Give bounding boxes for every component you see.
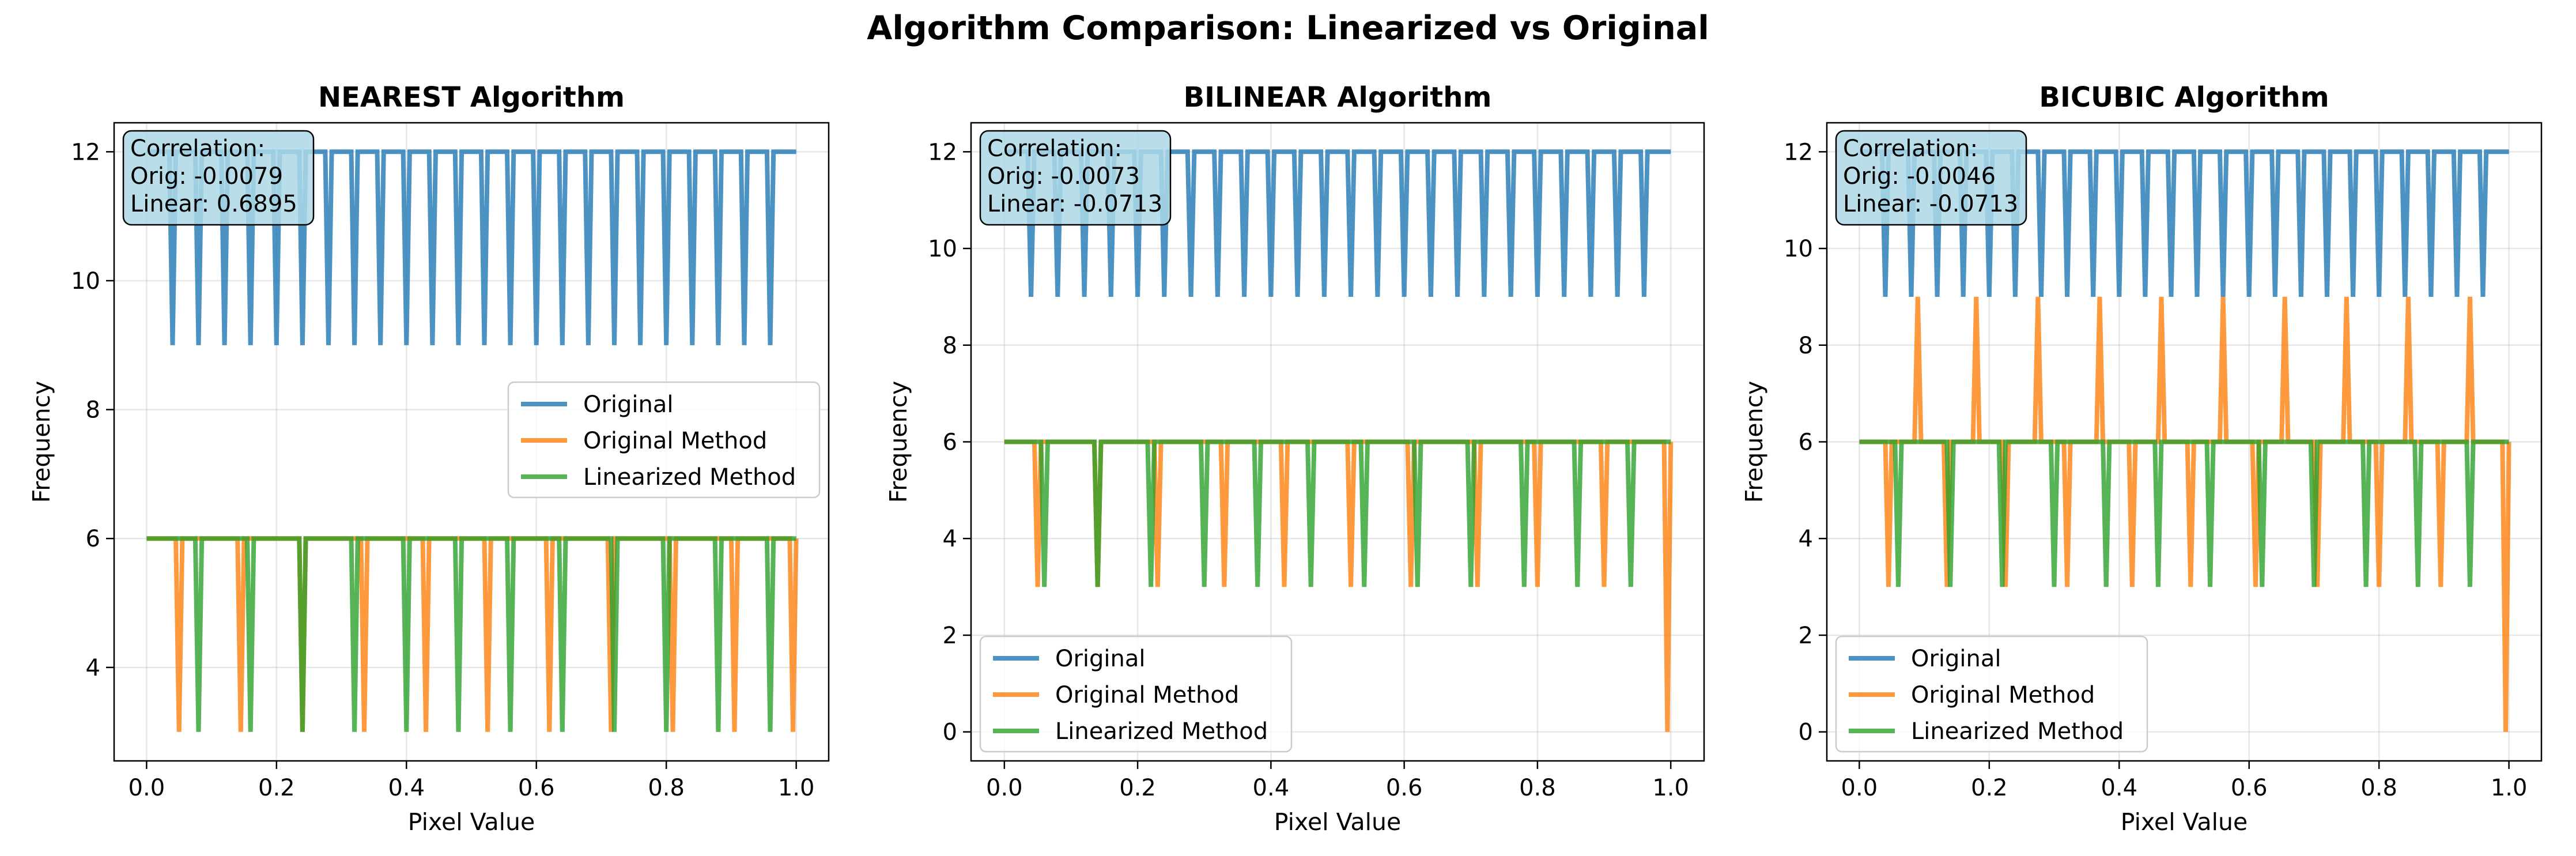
x-tick-label: 0.6 xyxy=(1386,775,1423,801)
panel-1: 0.0 0.2 0.4 0.6 0.8 1.0 4 6 8 10 12 NEAREST Algorit… xyxy=(28,81,830,836)
legend-label: Linearized Method xyxy=(583,464,796,491)
legend-label: Original xyxy=(583,391,674,418)
correlation-line: Orig: -0.0073 xyxy=(987,163,1140,190)
panel-title: BILINEAR Algorithm xyxy=(1184,81,1492,114)
legend-label: Original Method xyxy=(583,428,767,454)
x-tick-label: 0.2 xyxy=(258,775,295,801)
y-tick-label: 12 xyxy=(928,139,957,165)
y-tick-label: 6 xyxy=(1799,429,1813,456)
x-tick-label: 0.6 xyxy=(2231,775,2268,801)
legend-box xyxy=(979,635,1293,753)
x-axis-label: Pixel Value xyxy=(2121,808,2248,836)
series-line-linearized-method xyxy=(146,536,796,732)
y-tick-label: 6 xyxy=(943,429,957,456)
y-tick-label: 2 xyxy=(1799,623,1813,649)
legend-box xyxy=(1835,635,2148,753)
panels: 0.0 0.2 0.4 0.6 0.8 1.0 4 6 8 10 12 NEAREST Algorit… xyxy=(28,81,2543,836)
x-tick-label: 0.0 xyxy=(1841,775,1878,801)
x-tick-label: 0.4 xyxy=(1253,775,1290,801)
legend-label: Original xyxy=(1911,646,2001,672)
x-axis-label: Pixel Value xyxy=(1274,808,1401,836)
y-tick-label: 12 xyxy=(71,139,100,165)
y-tick-label: 8 xyxy=(943,333,957,359)
x-tick-label: 1.0 xyxy=(2491,775,2528,801)
x-tick-label: 1.0 xyxy=(1652,775,1689,801)
y-tick-label: 10 xyxy=(71,268,100,295)
x-tick-label: 0.0 xyxy=(129,775,165,801)
x-tick-label: 0.0 xyxy=(986,775,1023,801)
y-tick-label: 0 xyxy=(1799,719,1813,746)
series-line-linearized-method xyxy=(1859,439,2509,587)
correlation-box xyxy=(122,130,315,226)
correlation-line: Correlation: xyxy=(987,135,1122,162)
y-tick-label: 6 xyxy=(86,526,100,552)
y-tick-label: 0 xyxy=(943,719,957,746)
correlation-line: Linear: -0.0713 xyxy=(987,191,1162,217)
panel-2: 0.0 0.2 0.4 0.6 0.8 1.0 0 2 4 6 8 10 12 BILINEAR Algo… xyxy=(885,81,1705,836)
x-tick-label: 0.8 xyxy=(648,775,685,801)
panel-title: NEAREST Algorithm xyxy=(318,81,625,114)
y-tick-label: 12 xyxy=(1784,139,1813,165)
legend: Original Original Method Linearized Method xyxy=(979,635,1293,753)
series-line-linearized-method xyxy=(1004,439,1671,587)
x-tick-label: 0.8 xyxy=(1519,775,1556,801)
legend: Original Original Method Linearized Method xyxy=(1835,635,2148,753)
panel-title: BICUBIC Algorithm xyxy=(2039,81,2329,114)
series-line-original-method xyxy=(1859,296,2511,732)
figure-title: Algorithm Comparison: Linearized vs Orig… xyxy=(867,9,1709,47)
correlation-line: Linear: -0.0713 xyxy=(1843,191,2018,217)
legend-label: Original Method xyxy=(1911,682,2095,708)
y-tick-label: 8 xyxy=(1799,333,1813,359)
y-tick-label: 10 xyxy=(928,236,957,262)
correlation-line: Orig: -0.0046 xyxy=(1843,163,1996,190)
x-axis-label: Pixel Value xyxy=(408,808,535,836)
legend-label: Linearized Method xyxy=(1911,718,2124,745)
y-axis-label: Frequency xyxy=(28,381,55,503)
x-tick-label: 0.2 xyxy=(1119,775,1156,801)
legend: Original Original Method Linearized Method xyxy=(507,381,821,499)
x-tick-label: 0.4 xyxy=(388,775,425,801)
correlation-line: Correlation: xyxy=(1843,135,1978,162)
correlation-line: Orig: -0.0079 xyxy=(130,163,283,190)
legend-label: Original xyxy=(1055,646,1146,672)
panel-3: 0.0 0.2 0.4 0.6 0.8 1.0 0 2 4 6 8 10 12 BICUBIC Algor… xyxy=(1740,81,2543,836)
x-tick-label: 1.0 xyxy=(778,775,815,801)
legend-label: Original Method xyxy=(1055,682,1239,708)
y-tick-label: 2 xyxy=(943,623,957,649)
x-tick-label: 0.4 xyxy=(2101,775,2137,801)
y-tick-label: 8 xyxy=(86,397,100,424)
correlation-line: Linear: 0.6895 xyxy=(130,191,297,217)
y-tick-label: 4 xyxy=(1799,526,1813,552)
legend-label: Linearized Method xyxy=(1055,718,1268,745)
correlation-box xyxy=(1835,130,2027,226)
x-tick-label: 0.6 xyxy=(518,775,555,801)
y-tick-label: 4 xyxy=(943,526,957,552)
x-tick-label: 0.8 xyxy=(2360,775,2397,801)
correlation-box xyxy=(979,130,1172,226)
correlation-line: Correlation: xyxy=(130,135,265,162)
plot-frame xyxy=(113,122,830,762)
x-tick-label: 0.2 xyxy=(1971,775,2008,801)
y-tick-label: 4 xyxy=(86,655,100,681)
y-axis-label: Frequency xyxy=(1740,381,1768,503)
y-axis-label: Frequency xyxy=(885,381,912,503)
y-tick-label: 10 xyxy=(1784,236,1813,262)
legend-box xyxy=(507,381,821,499)
